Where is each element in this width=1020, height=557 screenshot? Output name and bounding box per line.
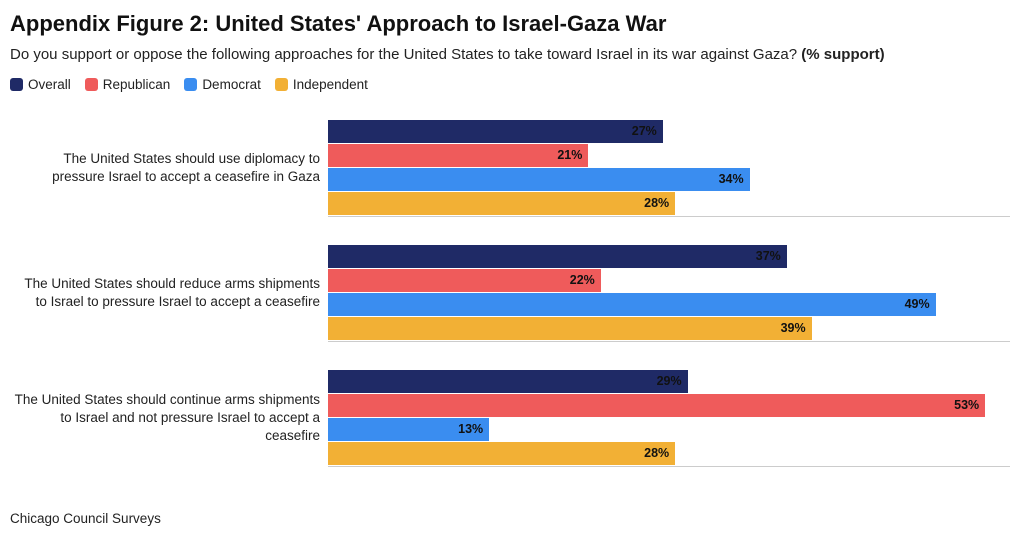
bar: 29% [328,370,688,393]
bar: 39% [328,317,812,340]
legend-item: Overall [10,77,71,92]
bar: 28% [328,192,675,215]
legend-swatch [10,78,23,91]
chart-group: The United States should use diplomacy t… [10,120,1010,217]
group-label: The United States should use diplomacy t… [10,150,328,186]
subtitle-emphasis: (% support) [801,46,884,63]
group-bars: 37%22%49%39% [328,245,1010,342]
legend-label: Overall [28,77,71,92]
legend-item: Democrat [184,77,261,92]
chart-group: The United States should continue arms s… [10,370,1010,467]
bar-row: 28% [328,192,1010,215]
bar: 34% [328,168,750,191]
bar-row: 37% [328,245,1010,268]
bar: 27% [328,120,663,143]
bar-row: 49% [328,293,1010,316]
bar-row: 13% [328,418,1010,441]
bar-row: 53% [328,394,1010,417]
bar: 53% [328,394,985,417]
legend-label: Republican [103,77,171,92]
bar: 28% [328,442,675,465]
bar-chart: The United States should use diplomacy t… [10,120,1010,467]
chart-title: Appendix Figure 2: United States' Approa… [10,10,1010,38]
bar-row: 21% [328,144,1010,167]
group-label: The United States should continue arms s… [10,391,328,446]
legend-swatch [184,78,197,91]
bar-row: 27% [328,120,1010,143]
group-bars: 27%21%34%28% [328,120,1010,217]
bar: 21% [328,144,588,167]
legend-swatch [275,78,288,91]
bar-row: 29% [328,370,1010,393]
legend-label: Democrat [202,77,261,92]
legend-item: Independent [275,77,368,92]
subtitle-text: Do you support or oppose the following a… [10,46,801,63]
bar-row: 22% [328,269,1010,292]
legend: Overall Republican Democrat Independent [10,77,1010,92]
bar-row: 28% [328,442,1010,465]
bar: 13% [328,418,489,441]
source-attribution: Chicago Council Surveys [10,511,1010,526]
bar: 22% [328,269,601,292]
legend-item: Republican [85,77,171,92]
bar: 49% [328,293,936,316]
group-label: The United States should reduce arms shi… [10,275,328,311]
bar-row: 34% [328,168,1010,191]
bar: 37% [328,245,787,268]
chart-subtitle: Do you support or oppose the following a… [10,44,1010,65]
chart-group: The United States should reduce arms shi… [10,245,1010,342]
legend-label: Independent [293,77,368,92]
bar-row: 39% [328,317,1010,340]
legend-swatch [85,78,98,91]
group-bars: 29%53%13%28% [328,370,1010,467]
